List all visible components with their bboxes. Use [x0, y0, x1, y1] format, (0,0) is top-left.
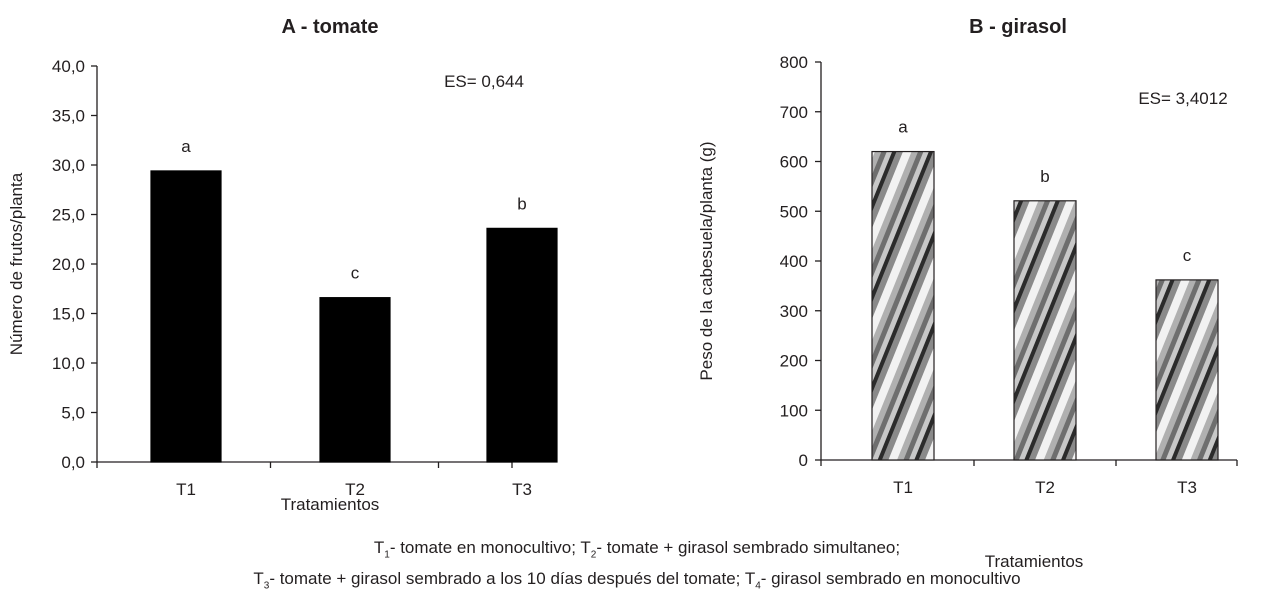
x-axis-title: Tratamientos	[985, 552, 1084, 571]
y-tick-label: 700	[780, 103, 808, 122]
bar-t3	[1155, 279, 1219, 461]
bar-t1	[150, 170, 222, 463]
caption-subscript: 2	[590, 549, 597, 561]
y-tick-label: 0	[799, 451, 808, 470]
significance-letter: b	[1040, 167, 1049, 186]
es-annotation: ES= 3,4012	[1138, 89, 1227, 108]
y-tick-label: 35,0	[52, 107, 85, 126]
x-tick-label: T1	[893, 478, 913, 497]
x-axis-title: Tratamientos	[281, 495, 380, 514]
y-tick-label: 500	[780, 202, 808, 221]
es-annotation: ES= 0,644	[444, 72, 524, 91]
y-tick-label: 400	[780, 252, 808, 271]
x-tick-label: T2	[345, 480, 365, 499]
caption-line-1: T1- tomate en monocultivo; T2- tomate + …	[0, 536, 1274, 567]
caption-subscript: 3	[263, 580, 270, 592]
caption-text: - tomate en monocultivo; T	[389, 538, 591, 557]
bar-t1	[871, 150, 935, 461]
significance-letter: b	[517, 194, 526, 213]
bar-t2	[1013, 200, 1077, 461]
significance-letter: a	[898, 118, 908, 137]
x-tick-label: T2	[1035, 478, 1055, 497]
y-tick-label: 0,0	[61, 453, 85, 472]
y-tick-label: 25,0	[52, 206, 85, 225]
caption-line-2: T3- tomate + girasol sembrado a los 10 d…	[0, 567, 1274, 598]
x-tick-label: T3	[1177, 478, 1197, 497]
y-tick-label: 10,0	[52, 354, 85, 373]
y-tick-label: 30,0	[52, 156, 85, 175]
significance-letter: a	[181, 137, 191, 156]
caption-text: - girasol sembrado en monocultivo	[760, 569, 1021, 589]
y-tick-label: 300	[780, 302, 808, 321]
y-tick-label: 20,0	[52, 255, 85, 274]
chart-a-tomate: A - tomate ES= 0,644 0,0 5,0 10,0 15,0 20,0 25,…	[7, 16, 558, 514]
y-tick-label: 40,0	[52, 57, 85, 76]
caption-text: - tomate + girasol sembrado simultaneo;	[596, 538, 901, 557]
x-tick-label: T3	[512, 480, 532, 499]
caption-subscript: 4	[755, 580, 761, 592]
caption-text: T	[373, 538, 385, 557]
bar-t2	[319, 297, 391, 463]
bar-t3	[486, 227, 558, 463]
y-tick-label: 5,0	[61, 404, 85, 423]
y-tick-label: 100	[780, 401, 808, 420]
y-axis-title: Número de frutos/planta	[7, 172, 26, 355]
chart-title: A - tomate	[281, 16, 378, 38]
figure-caption: T1- tomate en monocultivo; T2- tomate + …	[0, 536, 1274, 599]
y-tick-label: 800	[780, 53, 808, 72]
y-tick-label: 15,0	[52, 305, 85, 324]
chart-b-girasol: B - girasol ES= 3,4012 0 100 200 300 400 500 600…	[697, 16, 1238, 571]
chart-title: B - girasol	[969, 16, 1067, 38]
significance-letter: c	[351, 264, 360, 283]
y-tick-label: 600	[780, 153, 808, 172]
caption-subscript: 1	[384, 549, 390, 561]
significance-letter: c	[1183, 246, 1192, 265]
y-axis-title: Peso de la cabesuela/planta (g)	[697, 141, 716, 380]
y-tick-label: 200	[780, 352, 808, 371]
caption-text: - tomate + girasol sembrado a los 10 día…	[269, 569, 756, 589]
x-tick-label: T1	[176, 480, 196, 499]
caption-text: T	[253, 569, 264, 589]
